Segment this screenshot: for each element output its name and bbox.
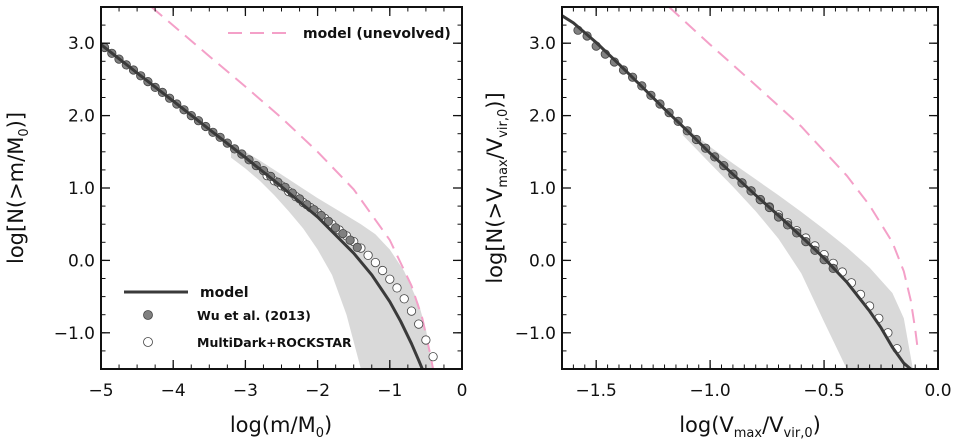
left-y-tick-label: 1.0 [68,179,95,199]
legend-multidark-label: MultiDark+ROCKSTAR [197,335,352,350]
right-unevolved-line [668,7,919,348]
legend-model-label: model [200,285,249,301]
unevolved-legend-label: model (unevolved) [303,26,451,42]
left-y-axis-label: log[N(>m/M0)] [4,112,32,264]
left-x-tick-label: 0 [457,381,468,401]
left-multidark-point [370,257,380,268]
left-y-tick-label: −1.0 [54,324,95,344]
left-multidark-point [406,306,417,316]
left-y-tick-label: 2.0 [68,107,95,127]
left-panel: −5 −4 −3 −2 −1 0 −1.0 0.0 1.0 2.0 3.0 log(m/M0) lo… [4,6,468,440]
left-x-tick-label: −4 [161,381,186,401]
left-y-tick-label: 3.0 [68,34,95,54]
left-wu-point [338,229,348,239]
right-frame [561,6,939,370]
legend-wu-marker [143,310,153,320]
right-y-tick-label: −1.0 [515,324,556,344]
left-wu-point [345,235,355,245]
right-y-tick-label: 2.0 [529,107,556,127]
left-multidark-point [421,335,431,345]
right-x-axis-label: log(Vmax/Vvir,0) [679,413,821,440]
left-axes: −5 −4 −3 −2 −1 0 −1.0 0.0 1.0 2.0 3.0 [54,6,468,401]
legend: model Wu et al. (2013) MultiDark+ROCKSTA… [124,285,352,350]
left-scatter-band [231,144,434,369]
right-y-axis-label: log[N(>Vmax/Vvir,0)] [483,92,511,283]
left-x-tick-label: −5 [88,381,113,401]
legend-multidark-marker [143,337,153,347]
left-y-tick-label: 0.0 [68,251,95,271]
right-y-tick-label: 1.0 [529,179,556,199]
left-multidark-point [363,250,373,260]
left-multidark-point [414,319,424,329]
right-model-line [562,14,912,369]
left-x-axis-label: log(m/M0) [230,413,332,440]
left-multidark-point [377,265,388,276]
legend-wu-label: Wu et al. (2013) [197,308,311,323]
right-x-tick-label: −0.5 [803,381,844,401]
left-x-tick-label: −1 [377,381,402,401]
left-multidark-point [385,274,395,284]
left-wu-point [323,216,333,226]
left-x-tick-label: −3 [233,381,258,401]
left-frame [100,6,463,370]
right-x-tick-label: −1.0 [689,381,730,401]
right-x-tick-label: −1.5 [576,381,617,401]
left-x-tick-label: −2 [305,381,330,401]
left-model-line [101,43,424,369]
left-unevolved-line [150,7,435,369]
right-y-tick-label: 3.0 [529,34,556,54]
right-axes: −1.5 −1.0 −0.5 0.0 −1.0 0.0 1.0 2.0 3.0 [515,6,952,401]
left-wu-point [330,223,341,233]
right-panel: −1.5 −1.0 −0.5 0.0 −1.0 0.0 1.0 2.0 3.0 log(Vmax… [483,6,952,440]
left-multidark-point [399,294,409,304]
right-x-tick-label: 0.0 [924,381,951,401]
left-multidark-point [428,352,438,362]
unevolved-legend: model (unevolved) [228,26,451,42]
right-y-tick-label: 0.0 [529,251,556,271]
left-wu-point [352,242,362,252]
left-multidark-point [392,283,402,293]
right-plot-area [562,7,919,369]
left-plot-area [101,7,438,369]
